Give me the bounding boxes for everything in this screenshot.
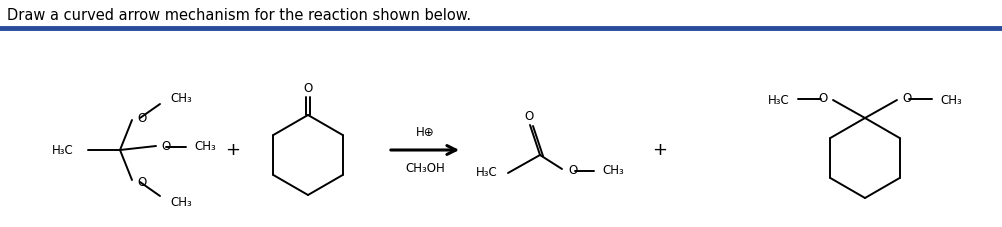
Text: CH₃: CH₃ <box>169 91 191 104</box>
Text: CH₃: CH₃ <box>939 94 961 106</box>
Text: H⊕: H⊕ <box>415 126 434 138</box>
Text: CH₃: CH₃ <box>601 165 623 178</box>
Text: CH₃OH: CH₃OH <box>405 161 445 175</box>
Text: O: O <box>303 82 313 96</box>
Text: CH₃: CH₃ <box>193 141 215 153</box>
Text: Draw a curved arrow mechanism for the reaction shown below.: Draw a curved arrow mechanism for the re… <box>7 8 471 24</box>
Text: O: O <box>161 141 170 153</box>
Text: O: O <box>818 92 828 106</box>
Text: H₃C: H₃C <box>52 143 74 156</box>
Text: O: O <box>137 111 146 124</box>
Text: O: O <box>137 175 146 188</box>
Text: H₃C: H₃C <box>768 94 790 106</box>
Text: O: O <box>524 109 533 123</box>
Text: H₃C: H₃C <box>476 166 498 180</box>
Text: +: + <box>225 141 240 159</box>
Text: CH₃: CH₃ <box>169 195 191 209</box>
Text: +: + <box>652 141 667 159</box>
Text: O: O <box>567 165 577 178</box>
Text: O: O <box>901 92 911 106</box>
